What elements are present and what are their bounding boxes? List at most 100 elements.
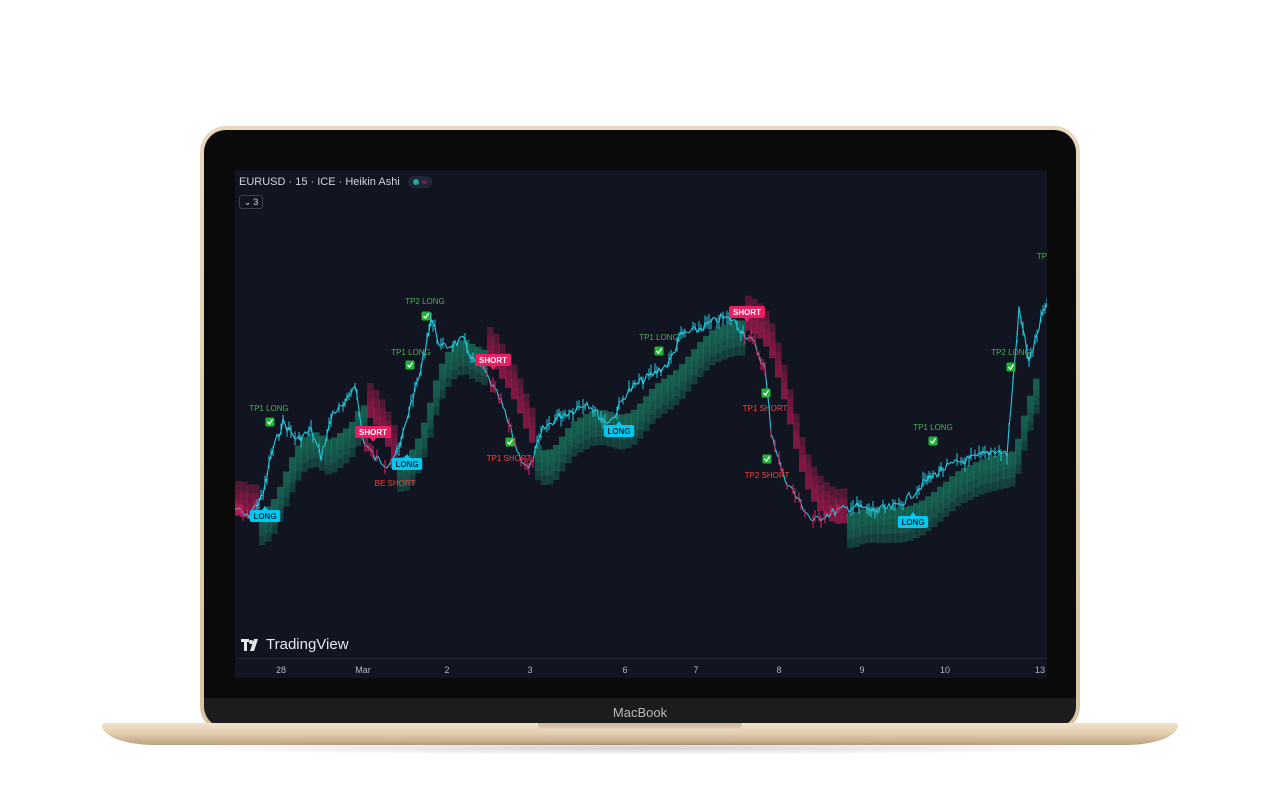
bear-ribbon-band — [775, 366, 782, 378]
bull-ribbon-band — [553, 444, 560, 471]
bull-ribbon-band — [325, 439, 332, 457]
bull-ribbon-band — [631, 409, 638, 427]
bull-ribbon-band — [709, 330, 716, 357]
bull-ribbon-band — [445, 351, 452, 369]
symbol-header[interactable]: EURUSD · 15 · ICE · Heikin Ashi ≈ — [239, 176, 432, 188]
bull-ribbon-band — [301, 437, 308, 449]
signal-long-label[interactable]: LONG — [897, 512, 929, 528]
signal-short-label[interactable]: SHORT — [729, 306, 765, 322]
bull-ribbon-band — [343, 428, 350, 464]
signal-tp-short-label[interactable]: TP1 SHORT — [487, 437, 532, 464]
bull-ribbon-band — [1009, 451, 1016, 469]
bull-ribbon-band — [859, 509, 866, 536]
bear-ribbon-band — [781, 373, 788, 400]
short-badge — [355, 426, 391, 438]
bull-ribbon-band — [589, 411, 596, 447]
bull-ribbon-band — [925, 496, 932, 523]
bear-ribbon-band — [793, 422, 800, 449]
signal-long-label[interactable]: LONG — [391, 454, 423, 470]
candle-wicks — [235, 297, 1047, 529]
bull-ribbon-band — [1027, 395, 1034, 413]
bull-ribbon-band — [859, 509, 866, 545]
bull-ribbon-band — [853, 511, 860, 538]
indicators-collapse-toggle[interactable]: ⌄ 3 — [239, 195, 263, 209]
bull-ribbon-band — [709, 330, 716, 342]
bull-ribbon-band — [397, 456, 404, 492]
bull-ribbon-band — [307, 433, 314, 445]
bear-ribbon-band — [817, 499, 824, 511]
bull-ribbon-band — [949, 476, 956, 512]
bull-ribbon-band — [1015, 438, 1022, 465]
bull-ribbon-band — [535, 445, 542, 481]
bull-ribbon-band — [583, 414, 590, 450]
bull-ribbon-band — [955, 471, 962, 498]
signal-long-label[interactable]: LONG — [249, 506, 281, 522]
signal-tp-long-label[interactable]: TP2 LONG — [405, 297, 445, 321]
bull-ribbon-band — [877, 508, 884, 544]
check-mark-icon — [930, 438, 937, 445]
bull-ribbon-band — [889, 507, 896, 543]
bull-ribbon-band — [715, 327, 722, 345]
bull-ribbon-band — [445, 351, 452, 378]
bull-ribbon-band — [727, 322, 734, 349]
symbol-title[interactable]: EURUSD · 15 · ICE · Heikin Ashi — [239, 176, 400, 188]
badge-pointer-icon — [910, 512, 916, 516]
bull-ribbon-band — [571, 421, 578, 439]
signal-tp-long-label[interactable]: TP1 LONG — [913, 423, 953, 446]
bull-ribbon-band — [961, 467, 968, 503]
bear-ribbon-band — [253, 493, 260, 520]
signal-tp-long-label[interactable]: TP1 LONG — [639, 333, 679, 356]
bull-ribbon-band — [337, 432, 344, 450]
bull-ribbon-band — [565, 428, 572, 455]
signal-tp-short-label[interactable]: TP2 SHORT — [745, 454, 790, 481]
bear-ribbon-band — [769, 346, 776, 359]
check-box-icon — [762, 454, 772, 464]
bull-ribbon-band — [295, 445, 302, 458]
signal-tp-long-label[interactable]: TP2 LONG — [991, 348, 1031, 372]
bull-ribbon-band — [451, 344, 458, 380]
bull-ribbon-band — [601, 410, 608, 437]
bear-ribbon-band — [241, 481, 248, 517]
bull-ribbon-band — [421, 422, 428, 449]
bear-ribbon-band — [379, 417, 386, 435]
bear-ribbon-band — [769, 341, 776, 359]
bull-ribbon-band — [721, 324, 728, 351]
bull-ribbon-band — [451, 344, 458, 356]
signal-tp-long-label[interactable]: TP1 LONG — [249, 404, 289, 427]
bear-ribbon-band — [799, 454, 806, 472]
time-axis[interactable]: 28 Mar 2 3 6 7 8 9 10 13 — [235, 658, 1047, 678]
bull-ribbon-band — [697, 342, 704, 369]
bear-ribbon-band — [505, 370, 512, 388]
bull-ribbon-band — [691, 349, 698, 385]
signal-tp-short-label[interactable]: TP1 SHORT — [743, 388, 788, 414]
signal-tp-long-label[interactable]: TP — [1037, 252, 1047, 261]
bear-ribbon-band — [745, 319, 752, 331]
bull-ribbon-band — [271, 498, 278, 516]
signal-tp-long-label[interactable]: TP1 LONG — [391, 348, 431, 370]
bull-ribbon-band — [337, 432, 344, 445]
bear-ribbon-band — [835, 488, 842, 524]
bear-ribbon-band — [811, 475, 818, 502]
badge-pointer-icon — [262, 506, 268, 510]
bear-ribbon-band — [805, 477, 812, 490]
bull-ribbon-band — [1009, 451, 1016, 487]
signal-tp-short-label[interactable]: BE SHORT — [375, 479, 416, 488]
bear-ribbon-band — [751, 322, 758, 334]
bull-ribbon-band — [295, 445, 302, 463]
bull-ribbon-band — [415, 438, 422, 456]
bull-ribbon-band — [1021, 415, 1028, 442]
signal-short-label[interactable]: SHORT — [475, 354, 511, 370]
bull-ribbon-band — [451, 344, 458, 362]
market-status-pill[interactable]: ≈ — [407, 176, 432, 188]
signal-long-label[interactable]: LONG — [603, 421, 635, 437]
bull-ribbon-band — [901, 507, 908, 519]
bear-ribbon-band — [835, 506, 842, 524]
tradingview-chart[interactable]: LONG TP1 LONG SHORT BE SHORT LONG TP1 LONG TP2… — [235, 170, 1047, 678]
bear-ribbon-band — [763, 311, 770, 347]
time-tick-label: 2 — [444, 665, 450, 675]
bull-ribbon-band — [661, 378, 668, 391]
tradingview-logo[interactable]: TradingView — [241, 636, 349, 653]
signal-short-label[interactable]: SHORT — [355, 426, 391, 442]
signal-labels: LONG TP1 LONG SHORT BE SHORT LONG TP1 LONG TP2… — [249, 252, 1047, 528]
